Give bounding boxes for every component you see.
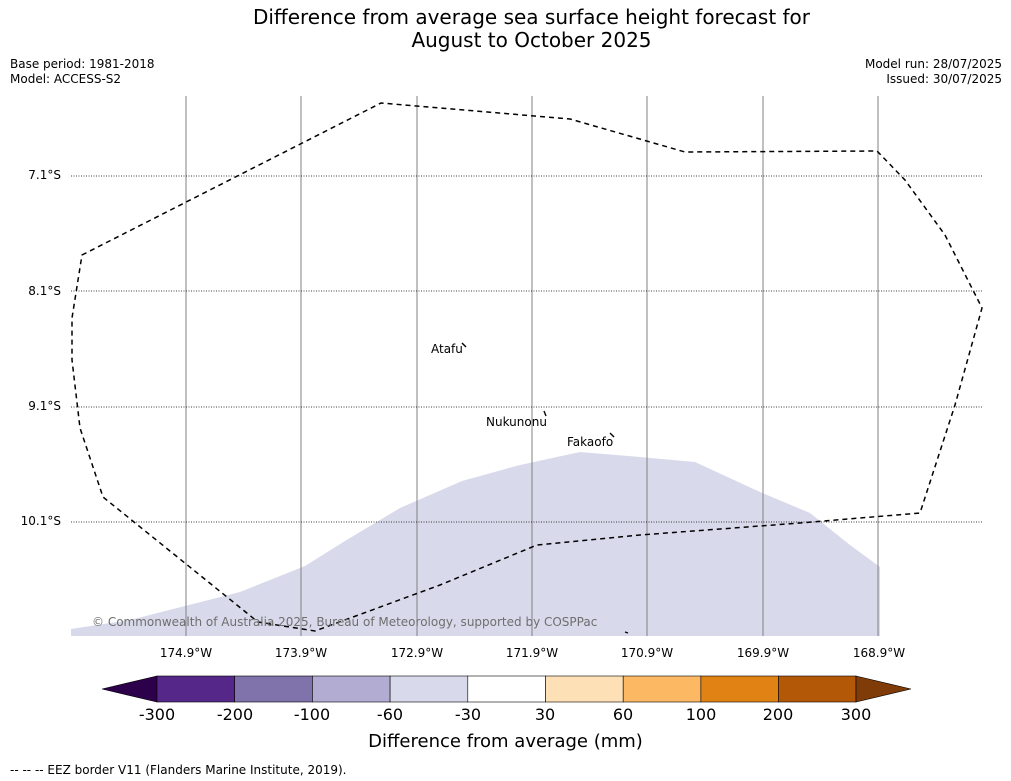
colorbar-tick: -100 (293, 705, 331, 724)
lat-label-9-1: 9.1°S (28, 399, 61, 413)
lon-label-170-9: 170.9°W (620, 646, 674, 660)
colorbar-segment (467, 675, 546, 703)
base-period: Base period: 1981-2018 (10, 57, 155, 71)
meta-right: Model run: 28/07/2025 Issued: 30/07/2025 (865, 57, 1002, 87)
lat-label-10-1: 10.1°S (20, 514, 61, 528)
lon-label-172-9: 172.9°W (390, 646, 444, 660)
latitude-gridlines (71, 175, 982, 523)
nukunonu-island (543, 410, 547, 417)
small-island (624, 631, 629, 634)
colorbar-tick: 200 (762, 705, 794, 724)
issued-date: Issued: 30/07/2025 (886, 72, 1002, 86)
lon-label-173-9: 173.9°W (274, 646, 328, 660)
longitude-gridlines (185, 96, 879, 636)
colorbar-segment (778, 675, 857, 703)
colorbar-segment (545, 675, 624, 703)
place-atafu: Atafu (431, 342, 463, 356)
colorbar-tick: 60 (612, 705, 634, 724)
title-line-2: August to October 2025 (411, 28, 652, 52)
colorbar (101, 675, 912, 703)
colorbar-segment (700, 675, 779, 703)
atafu-island (461, 342, 467, 348)
title-line-1: Difference from average sea surface heig… (252, 5, 811, 29)
colorbar-tick: 100 (685, 705, 717, 724)
colorbar-tick: -300 (138, 705, 176, 724)
fakaofo-island (609, 432, 615, 438)
colorbar-min-arrow (101, 675, 158, 703)
eez-footnote: -- -- -- EEZ border V11 (Flanders Marine… (10, 763, 347, 777)
colorbar-segment (234, 675, 313, 703)
colorbar-tick: -30 (454, 705, 482, 724)
colorbar-max-arrow (855, 675, 912, 703)
lon-label-174-9: 174.9°W (159, 646, 213, 660)
colorbar-tick: -60 (376, 705, 404, 724)
place-fakaofo: Fakaofo (567, 435, 614, 449)
colorbar-segment (312, 675, 391, 703)
lon-label-171-9: 171.9°W (505, 646, 559, 660)
anomaly-shading (71, 452, 880, 636)
lat-label-8-1: 8.1°S (28, 284, 61, 298)
copyright-notice: © Commonwealth of Australia 2025, Bureau… (92, 615, 598, 629)
colorbar-segment (389, 675, 469, 703)
colorbar-label: Difference from average (mm) (368, 731, 643, 752)
lon-label-169-9: 169.9°W (736, 646, 790, 660)
model-run: Model run: 28/07/2025 (864, 57, 1002, 71)
colorbar-tick: 30 (534, 705, 556, 724)
place-nukunonu: Nukunonu (486, 415, 547, 429)
map-title: Difference from average sea surface heig… (0, 6, 1011, 52)
colorbar-segment (622, 675, 702, 703)
lon-label-168-9: 168.9°W (852, 646, 906, 660)
model-name: Model: ACCESS-S2 (10, 72, 122, 86)
lat-label-7-1: 7.1°S (28, 168, 61, 182)
colorbar-tick: -200 (216, 705, 254, 724)
meta-left: Base period: 1981-2018 Model: ACCESS-S2 (10, 57, 155, 87)
island-marks (461, 342, 629, 634)
colorbar-segment (156, 675, 235, 703)
eez-border (71, 102, 983, 632)
colorbar-tick: 300 (840, 705, 872, 724)
